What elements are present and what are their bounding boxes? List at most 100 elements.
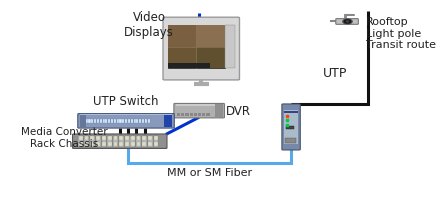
- Bar: [142, 136, 146, 141]
- Bar: [148, 142, 152, 146]
- Bar: [122, 119, 124, 124]
- Bar: [131, 136, 135, 141]
- Bar: [107, 136, 112, 147]
- Bar: [120, 119, 122, 124]
- Text: DVR: DVR: [226, 105, 251, 118]
- Text: UTP: UTP: [323, 67, 347, 80]
- FancyBboxPatch shape: [163, 18, 240, 81]
- Bar: [139, 119, 141, 124]
- Bar: [84, 136, 89, 147]
- Bar: [154, 142, 158, 146]
- Bar: [88, 119, 91, 124]
- Bar: [225, 26, 235, 69]
- Bar: [103, 119, 105, 124]
- Bar: [91, 136, 94, 141]
- Bar: [136, 136, 140, 141]
- Bar: [97, 119, 99, 124]
- Bar: [102, 136, 106, 141]
- Bar: [164, 115, 172, 127]
- Bar: [148, 119, 150, 124]
- Bar: [131, 119, 133, 124]
- Bar: [177, 114, 180, 116]
- Bar: [168, 64, 211, 69]
- Bar: [114, 119, 116, 124]
- Bar: [102, 136, 107, 147]
- Bar: [120, 142, 123, 146]
- Bar: [190, 114, 193, 116]
- Bar: [108, 136, 112, 141]
- Bar: [128, 119, 130, 124]
- Bar: [194, 114, 197, 116]
- Bar: [142, 119, 144, 124]
- Bar: [90, 136, 95, 147]
- Bar: [130, 136, 135, 147]
- Bar: [86, 119, 88, 124]
- Bar: [136, 119, 139, 124]
- Bar: [79, 136, 83, 141]
- Bar: [96, 136, 100, 141]
- Bar: [100, 119, 102, 124]
- FancyBboxPatch shape: [73, 134, 167, 149]
- Circle shape: [343, 20, 352, 25]
- Bar: [125, 119, 127, 124]
- Bar: [168, 48, 196, 69]
- Text: Video
Displays: Video Displays: [124, 11, 174, 39]
- Bar: [168, 26, 225, 69]
- Bar: [136, 142, 140, 146]
- Bar: [80, 115, 172, 116]
- Bar: [114, 142, 117, 146]
- FancyBboxPatch shape: [174, 104, 224, 118]
- Bar: [108, 142, 112, 146]
- Bar: [153, 136, 158, 147]
- Bar: [79, 142, 83, 146]
- Bar: [206, 114, 210, 116]
- Text: MM or SM Fiber: MM or SM Fiber: [167, 167, 252, 177]
- Bar: [94, 119, 96, 124]
- Bar: [85, 142, 88, 146]
- Text: Rooftop
Light pole
Transit route: Rooftop Light pole Transit route: [366, 17, 436, 50]
- Bar: [142, 142, 146, 146]
- Bar: [83, 119, 85, 124]
- Bar: [124, 136, 129, 147]
- Bar: [102, 142, 106, 146]
- FancyBboxPatch shape: [336, 20, 358, 25]
- Bar: [285, 139, 296, 143]
- Bar: [142, 136, 147, 147]
- Text: UTP Switch: UTP Switch: [93, 94, 159, 107]
- Bar: [91, 119, 93, 124]
- Bar: [176, 105, 222, 106]
- Text: Media Converter
Rack Chassis: Media Converter Rack Chassis: [21, 127, 107, 148]
- Bar: [148, 136, 153, 147]
- Bar: [111, 119, 113, 124]
- Bar: [114, 136, 117, 141]
- Circle shape: [346, 22, 349, 23]
- Bar: [133, 119, 136, 124]
- Bar: [85, 136, 88, 141]
- Bar: [168, 26, 196, 48]
- Bar: [154, 136, 158, 141]
- Bar: [285, 111, 298, 113]
- Bar: [215, 104, 223, 118]
- Bar: [198, 114, 201, 116]
- Bar: [125, 142, 129, 146]
- Bar: [108, 119, 110, 124]
- Bar: [202, 114, 206, 116]
- Bar: [136, 136, 141, 147]
- Bar: [285, 126, 293, 130]
- Bar: [120, 136, 123, 141]
- Bar: [285, 111, 298, 144]
- Bar: [131, 142, 135, 146]
- Bar: [145, 119, 147, 124]
- Bar: [80, 115, 86, 127]
- Bar: [196, 48, 225, 69]
- Bar: [105, 119, 107, 124]
- Bar: [196, 26, 225, 48]
- FancyBboxPatch shape: [282, 104, 300, 150]
- Bar: [117, 119, 119, 124]
- Bar: [78, 136, 83, 147]
- Bar: [125, 136, 129, 141]
- Bar: [96, 136, 101, 147]
- FancyBboxPatch shape: [78, 114, 174, 129]
- Bar: [181, 114, 184, 116]
- Bar: [148, 136, 152, 141]
